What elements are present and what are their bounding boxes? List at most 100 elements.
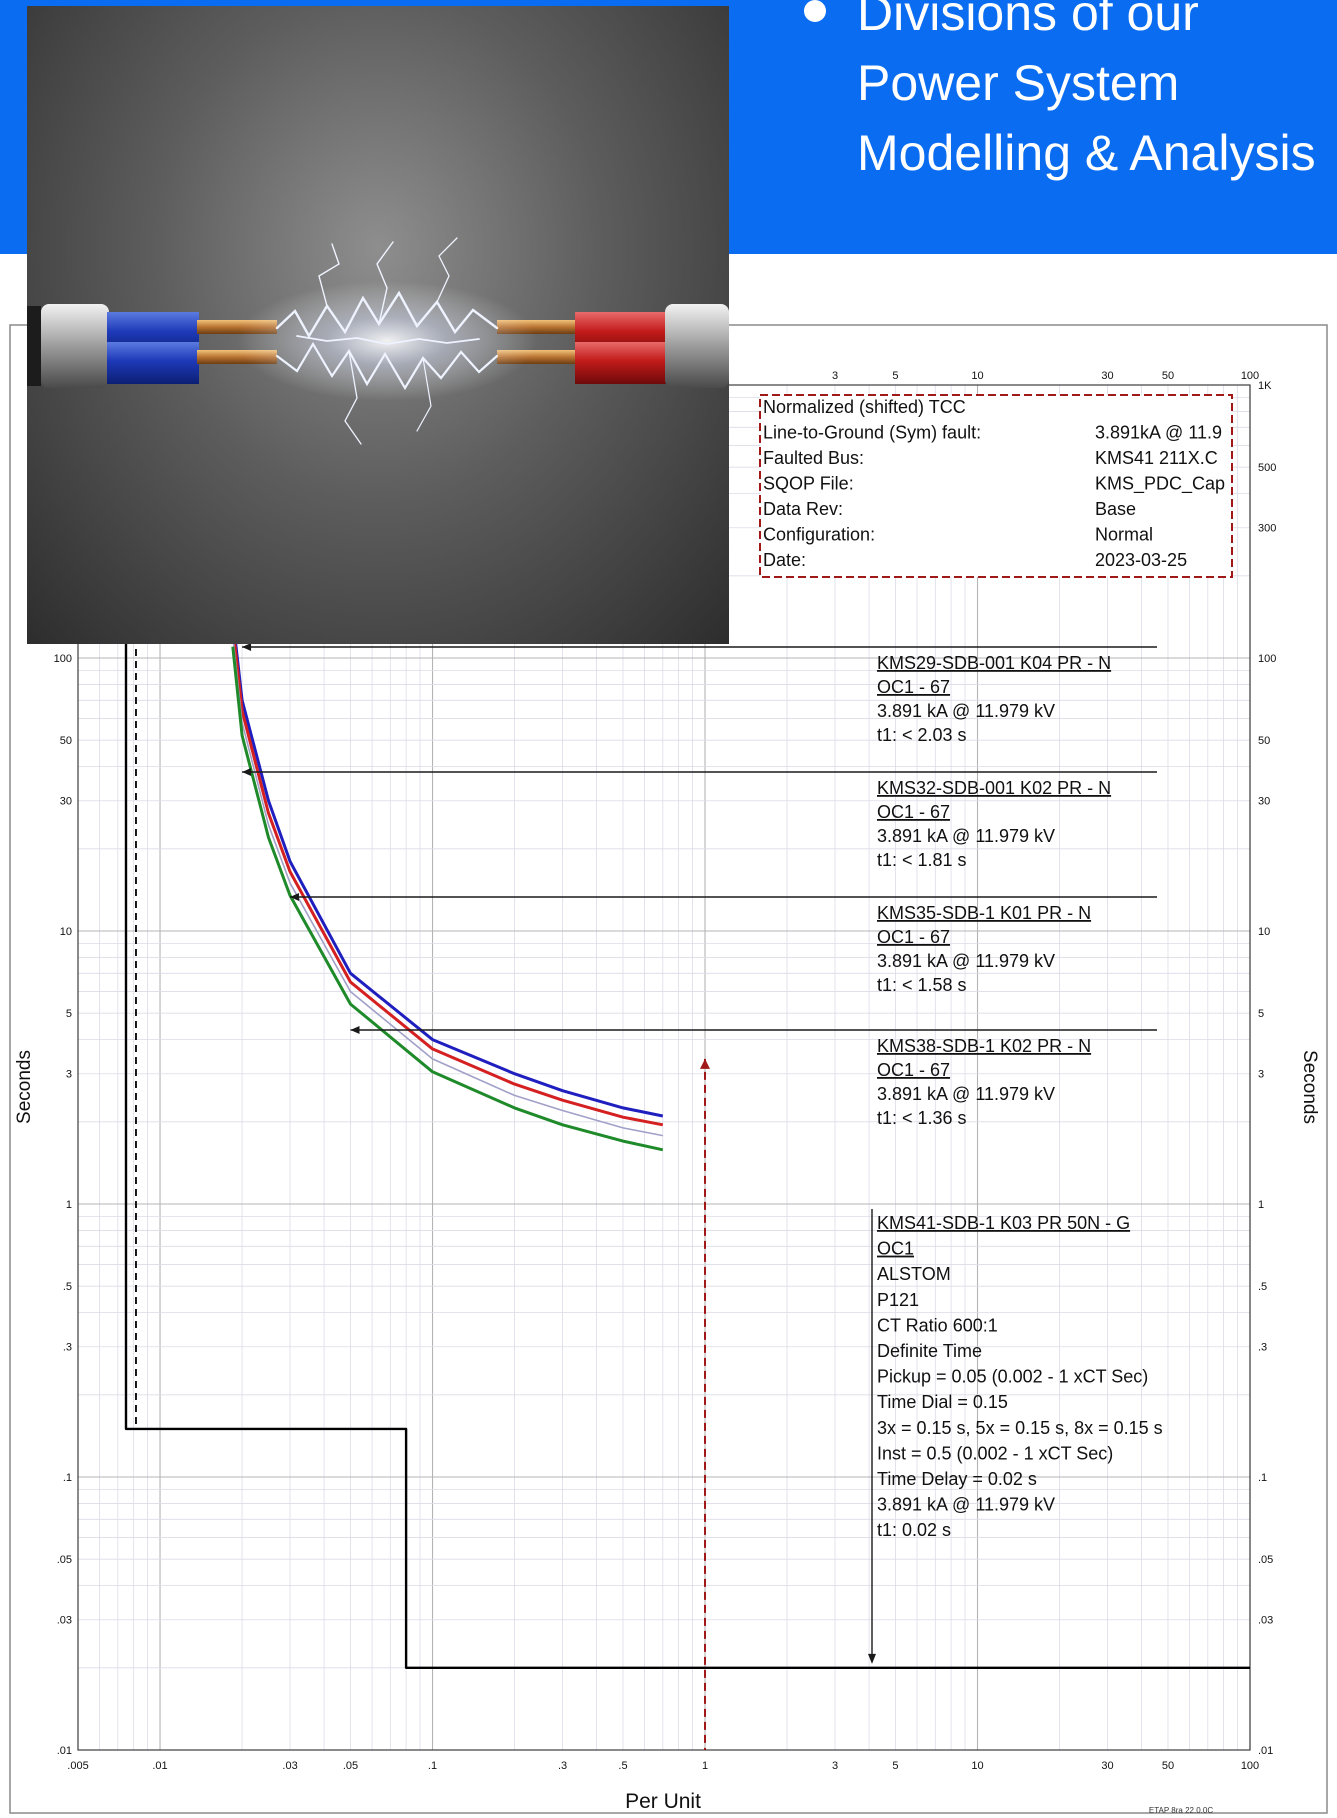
annotation-line: Inst = 0.5 (0.002 - 1 xCT Sec): [877, 1443, 1113, 1463]
annotation-line: OC1 - 67: [877, 1060, 950, 1080]
x-tick-label: 100: [1241, 1760, 1259, 1772]
x-tick-label: .5: [618, 1760, 627, 1772]
x-tick-label: .05: [343, 1760, 358, 1772]
y-tick-label-left: .5: [63, 1281, 72, 1293]
y-tick-label-right: 10: [1258, 926, 1270, 938]
axis-ticks: .005 .01 .03 .05 .1 .3 .5 1 3 5 10 30 50 100 3 5 10 30 50 1…: [54, 370, 1277, 1772]
annotation-line: 3.891 kA @ 11.979 kV: [877, 951, 1055, 971]
x-tick-label-top: 30: [1101, 370, 1113, 382]
y-tick-label-right: .1: [1258, 1472, 1267, 1484]
annotation-line: Definite Time: [877, 1341, 982, 1361]
annotation-line: P121: [877, 1290, 919, 1310]
annotation-line: 3.891 kA @ 11.979 kV: [877, 1084, 1055, 1104]
electric-arc: [275, 237, 499, 445]
annotation-leader-arrow: [350, 1026, 360, 1034]
info-box: Normalized (shifted) TCC Line-to-Ground (…: [759, 394, 1233, 578]
cable-spark-photo: [27, 6, 729, 644]
right-cable: [497, 304, 729, 388]
cable-spark-illustration: [27, 237, 729, 445]
y-tick-label-right: 1K: [1258, 380, 1272, 392]
annotations-layer: KMS29-SDB-001 K04 PR - N OC1 - 67 3.891 kA…: [877, 653, 1163, 1540]
info-box-label: Line-to-Ground (Sym) fault:: [763, 423, 981, 443]
software-footer: ETAP 8ra 22.0.0C: [1149, 1806, 1213, 1815]
x-tick-label-top: 10: [971, 370, 983, 382]
annotation-line: Pickup = 0.05 (0.002 - 1 xCT Sec): [877, 1367, 1148, 1387]
y-tick-label-left: .3: [63, 1342, 72, 1354]
y-tick-label-right: 5: [1258, 1008, 1264, 1020]
annotation-line: 3.891 kA @ 11.979 kV: [877, 701, 1055, 721]
y-tick-label-right: 50: [1258, 735, 1270, 747]
info-box-value: 3.891kA @ 11.9: [1095, 423, 1222, 443]
annotation-leader-arrow: [242, 643, 252, 651]
info-box-label: Data Rev:: [763, 499, 843, 519]
x-tick-label: 10: [971, 1760, 983, 1772]
y-tick-label-left: .1: [63, 1472, 72, 1484]
y-tick-label-left: 1: [66, 1199, 72, 1211]
annotation-line: Time Delay = 0.02 s: [877, 1469, 1037, 1489]
y-tick-label-right: 30: [1258, 796, 1270, 808]
bullet-list: Divisions of our Power System Modelling …: [804, 0, 1316, 188]
annotation-line: 3x = 0.15 s, 5x = 0.15 s, 8x = 0.15 s: [877, 1418, 1163, 1438]
y-axis-label-right: Seconds: [1299, 1050, 1320, 1124]
annotation-line: t1: < 1.81 s: [877, 850, 967, 870]
annotation-line: 3.891 kA @ 11.979 kV: [877, 1495, 1055, 1515]
x-tick-label: 1: [702, 1760, 708, 1772]
fault-marker: [700, 1058, 711, 1750]
annotation-line: t1: < 1.58 s: [877, 975, 967, 995]
spark-glow: [237, 281, 537, 401]
info-box-label: Configuration:: [763, 525, 875, 545]
y-tick-label-left: 100: [54, 653, 72, 665]
y-tick-label-right: 100: [1258, 653, 1276, 665]
fault-marker-arrow: [700, 1058, 711, 1069]
x-tick-label: 30: [1101, 1760, 1113, 1772]
annotation-line: CT Ratio 600:1: [877, 1315, 998, 1335]
series-line-2: [231, 626, 664, 1127]
y-tick-label-right: .05: [1258, 1554, 1273, 1566]
info-box-value: Base: [1095, 499, 1136, 519]
left-cable: [27, 304, 277, 388]
annotation-leaders: [242, 643, 1157, 1664]
y-tick-label-right: 3: [1258, 1069, 1264, 1081]
annotation-line: OC1 - 67: [877, 677, 950, 697]
annotation-leader-arrow: [868, 1653, 876, 1664]
info-box-label: Faulted Bus:: [763, 448, 864, 468]
bullet-item-1: Divisions of our: [804, 0, 1316, 48]
annotation-line: OC1: [877, 1239, 914, 1259]
bullet-item-3: Modelling & Analysis: [857, 125, 1316, 181]
y-tick-label-right: 300: [1258, 523, 1276, 535]
x-tick-label-top: 3: [832, 370, 838, 382]
y-tick-label-right: .03: [1258, 1615, 1273, 1627]
series-line-3: [232, 636, 663, 1137]
y-tick-label-left: .01: [57, 1745, 72, 1757]
y-tick-label-right: 500: [1258, 462, 1276, 474]
series-line-5: [124, 385, 1250, 1670]
bullet-item-2: Power System: [857, 55, 1180, 111]
annotation-line: ALSTOM: [877, 1264, 951, 1284]
annotation-line: KMS41-SDB-1 K03 PR 50N - G: [877, 1213, 1130, 1233]
x-tick-label: .01: [152, 1760, 167, 1772]
info-box-value: KMS41 211X.C: [1095, 448, 1218, 468]
y-tick-label-left: .03: [57, 1615, 72, 1627]
x-tick-label: 5: [892, 1760, 898, 1772]
y-tick-label-left: .05: [57, 1554, 72, 1566]
y-tick-label-right: .01: [1258, 1745, 1273, 1757]
y-tick-label-left: 3: [66, 1069, 72, 1081]
info-box-label: SQOP File:: [763, 474, 854, 494]
annotation-line: OC1 - 67: [877, 802, 950, 822]
info-box-value: Normal: [1095, 525, 1153, 545]
annotation-leader-arrow: [290, 893, 300, 901]
x-tick-label-top: 50: [1162, 370, 1174, 382]
series-line-1: [231, 617, 664, 1118]
x-tick-label-top: 5: [892, 370, 898, 382]
y-tick-label-right: 1: [1258, 1199, 1264, 1211]
info-box-label: Normalized (shifted) TCC: [763, 397, 966, 417]
info-box-label: Date:: [763, 550, 806, 570]
info-box-value: KMS_PDC_Cap: [1095, 474, 1225, 495]
x-tick-label-top: 100: [1241, 370, 1259, 382]
info-box-value: 2023-03-25: [1095, 550, 1187, 570]
annotation-line: t1: 0.02 s: [877, 1520, 951, 1540]
y-tick-label-left: 30: [60, 796, 72, 808]
annotation-line: KMS35-SDB-1 K01 PR - N: [877, 903, 1091, 923]
x-tick-label: 50: [1162, 1760, 1174, 1772]
annotation-line: KMS32-SDB-001 K02 PR - N: [877, 778, 1111, 798]
